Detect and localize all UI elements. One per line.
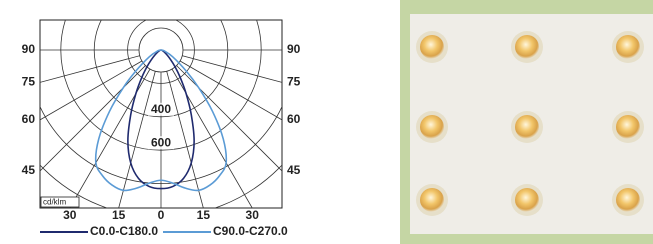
angle-tick-label: 75	[287, 75, 301, 89]
polar-chart: cd/klm 90 75 60 45 30 15 0 15 30 45 60 75 90 400 600	[0, 0, 328, 222]
led	[515, 115, 539, 139]
angle-tick-label: 60	[22, 112, 36, 126]
angle-tick-label: 15	[197, 208, 211, 222]
angle-tick-label: 30	[63, 208, 77, 222]
led	[616, 35, 640, 59]
led	[616, 188, 640, 212]
r-tick-label: 400	[151, 102, 171, 116]
led	[420, 188, 444, 212]
angle-tick-label: 60	[287, 112, 301, 126]
led	[515, 35, 539, 59]
angle-tick-label: 0	[158, 208, 165, 222]
angle-tick-label: 45	[22, 163, 36, 177]
page-canvas: cd/klm 90 75 60 45 30 15 0 15 30 45 60 75 90 400 600 C…	[0, 0, 653, 244]
r-tick-label: 600	[151, 135, 171, 149]
page: {"chart_data": {"type": "polar", "unit":…	[0, 0, 653, 244]
legend-label: C90.0-C270.0	[213, 224, 288, 238]
led	[616, 115, 640, 139]
angle-tick-label: 30	[246, 208, 260, 222]
unit-label: cd/klm	[43, 198, 66, 207]
led	[420, 35, 444, 59]
angle-tick-label: 90	[287, 42, 301, 56]
angle-tick-label: 90	[22, 42, 36, 56]
legend-label: C0.0-C180.0	[90, 224, 158, 238]
legend: C0.0-C180.0 C90.0-C270.0	[40, 224, 288, 238]
led	[420, 115, 444, 139]
led	[515, 188, 539, 212]
angle-tick-label: 15	[112, 208, 126, 222]
angle-tick-label: 45	[287, 163, 301, 177]
angle-tick-label: 75	[22, 75, 36, 89]
product-photo	[400, 0, 653, 244]
